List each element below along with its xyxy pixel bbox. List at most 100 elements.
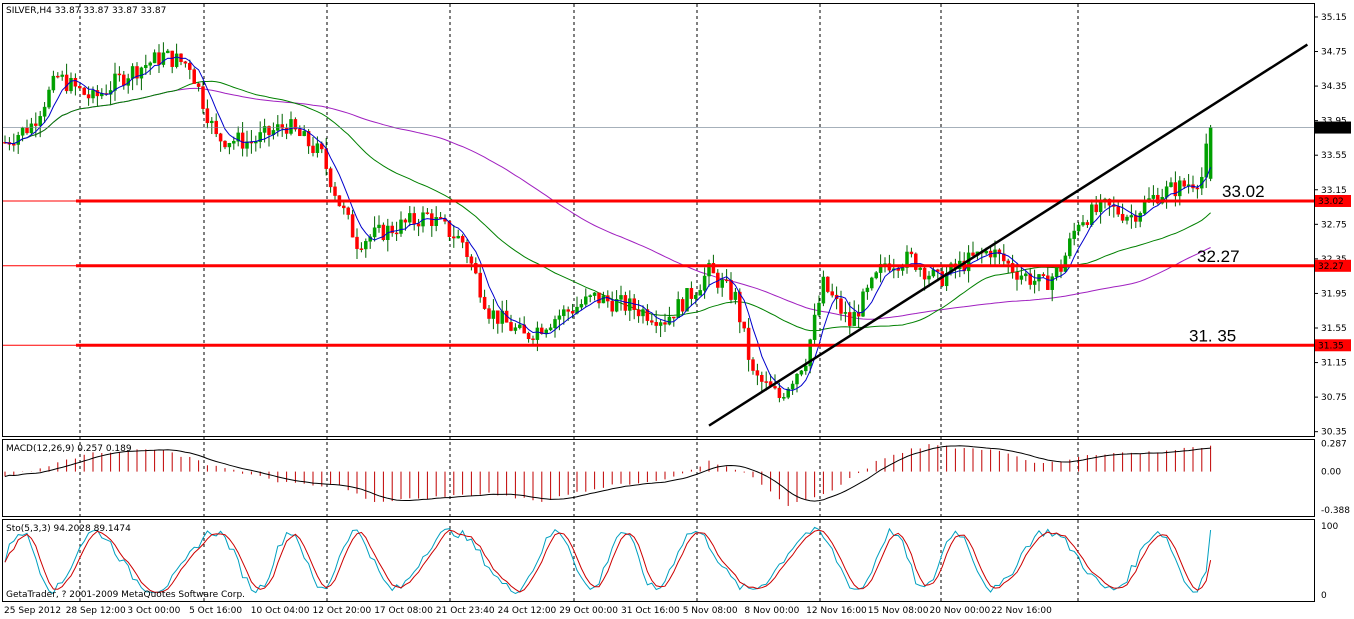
candle-body: [289, 119, 293, 134]
candle-body: [531, 338, 535, 341]
candle-body: [452, 236, 456, 239]
candle: [689, 281, 694, 307]
candle: [284, 123, 289, 140]
candle-body: [812, 314, 817, 340]
time-tick-label: 24 Oct 12:00: [498, 606, 557, 616]
candle-body: [1164, 186, 1169, 198]
candle: [610, 291, 614, 317]
candle: [509, 314, 513, 332]
candle-body: [909, 251, 914, 255]
candle: [47, 86, 51, 110]
candle: [724, 269, 729, 283]
candle-body: [650, 320, 654, 323]
candle-body: [469, 256, 474, 264]
candle-body: [139, 67, 144, 79]
candle-body: [720, 279, 724, 288]
candle: [795, 372, 799, 393]
candle-body: [513, 327, 518, 331]
candle-body: [848, 312, 852, 326]
stoch-signal-line: [4, 529, 1212, 593]
candle: [456, 229, 460, 239]
candle-body: [29, 123, 34, 134]
candle-body: [346, 207, 350, 215]
candle-body: [1156, 194, 1160, 204]
candle-body: [680, 299, 685, 312]
candle-body: [333, 186, 337, 196]
candle: [782, 392, 786, 401]
candle: [830, 283, 834, 298]
candle: [654, 310, 658, 334]
candle-body: [874, 272, 878, 279]
candle-body: [1173, 182, 1178, 197]
candle: [161, 42, 166, 68]
candle: [29, 117, 34, 136]
candle-body: [73, 77, 78, 87]
candle: [1182, 177, 1186, 189]
candle-body: [1182, 180, 1186, 187]
stoch-layer: [4, 526, 1212, 595]
candle: [166, 48, 170, 54]
candle: [51, 70, 56, 93]
candle: [12, 133, 16, 152]
candle-body: [69, 77, 73, 92]
candle-body: [914, 253, 918, 270]
macd-header: MACD(12,26,9) 0.257 0.189: [6, 444, 132, 454]
candle-body: [201, 86, 205, 109]
candle: [408, 206, 412, 227]
candle-body: [694, 295, 698, 299]
macd-tick-label: -0.388: [1321, 506, 1350, 516]
candle-body: [856, 311, 861, 317]
candle-body: [465, 242, 469, 258]
candle: [804, 358, 808, 375]
candle-body: [478, 272, 482, 298]
candle-body: [821, 276, 826, 304]
candle-body: [1169, 182, 1173, 187]
candle-body: [188, 63, 192, 70]
candle-body: [628, 298, 632, 311]
candle-body: [223, 140, 227, 148]
candle: [227, 142, 232, 155]
candle: [60, 70, 64, 81]
candle: [1208, 124, 1213, 182]
level-tag-label: 31.35: [1318, 341, 1344, 351]
candle-body: [839, 298, 843, 314]
candle: [685, 288, 689, 312]
candle: [680, 297, 685, 315]
candle: [1169, 177, 1173, 188]
candle-body: [122, 74, 126, 86]
candle: [821, 270, 826, 307]
candle: [148, 61, 152, 75]
candle-body: [394, 232, 399, 235]
candle-body: [724, 279, 729, 282]
candle: [223, 140, 227, 150]
candle: [1028, 267, 1032, 290]
price-tick-label: 31.95: [1321, 289, 1347, 299]
time-tick-label: 12 Nov 16:00: [806, 606, 867, 616]
candle-body: [566, 309, 570, 312]
candle-body: [751, 359, 755, 371]
candle: [152, 49, 157, 64]
candle-body: [610, 300, 614, 312]
candle-body: [350, 214, 355, 238]
candle-body: [870, 277, 874, 289]
candle-body: [971, 252, 975, 256]
candle-body: [227, 143, 232, 148]
level-annotation: 32.27: [1197, 247, 1240, 266]
candle: [460, 234, 465, 249]
candle-body: [183, 61, 188, 64]
candle-body: [579, 304, 584, 308]
candle: [738, 288, 742, 334]
candle: [196, 82, 201, 92]
candle: [38, 110, 42, 138]
candle-body: [588, 295, 592, 298]
candle: [210, 117, 214, 135]
candle: [584, 288, 588, 307]
candle-body: [64, 74, 69, 92]
candle-body: [240, 132, 245, 149]
candle-body: [1195, 187, 1200, 190]
time-tick-label: 12 Oct 20:00: [313, 606, 372, 616]
candle: [1129, 204, 1134, 229]
candle-body: [377, 224, 381, 229]
candle: [425, 208, 430, 215]
